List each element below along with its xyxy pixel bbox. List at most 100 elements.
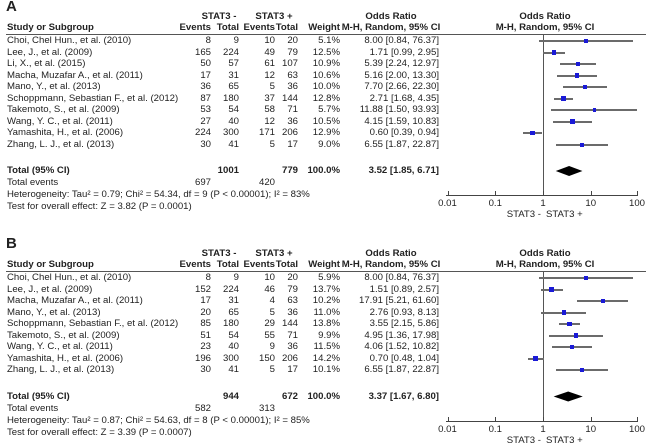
forest-panel-b: B STAT3 - STAT3 + Odds Ratio Odds Ratio Study… xyxy=(0,235,650,443)
header-or-method-plot: M-H, Random, 95% CI xyxy=(495,259,595,270)
x-axis-tick xyxy=(637,416,638,422)
events-1: 27 xyxy=(200,115,211,127)
events-1: 17 xyxy=(200,69,211,81)
total-events-2: 313 xyxy=(258,402,275,414)
no-effect-line xyxy=(543,34,544,195)
weight: 10.0% xyxy=(312,81,340,92)
favours-left-label: STAT3 - xyxy=(506,434,541,443)
odds-ratio-ci: 1.71 [0.99, 2.95] xyxy=(369,46,439,58)
odds-ratio-ci: 5.39 [2.24, 12.97] xyxy=(364,58,439,69)
x-tick-label: 0.1 xyxy=(488,423,502,435)
events-2: 58 xyxy=(264,104,275,115)
header-rule xyxy=(6,271,646,272)
total-1: 54 xyxy=(228,104,239,115)
total-n-1: 944 xyxy=(222,390,239,402)
events-2: 4 xyxy=(269,295,275,306)
events-1: 85 xyxy=(200,318,211,329)
events-1: 8 xyxy=(205,35,211,46)
x-axis-tick xyxy=(543,191,544,196)
x-axis-tick xyxy=(495,416,497,422)
header-group2: STAT3 + xyxy=(255,248,293,259)
total-2: 206 xyxy=(281,352,298,364)
x-tick-label: 100 xyxy=(628,423,645,435)
total-or-ci: 3.52 [1.85, 6.71] xyxy=(368,165,439,176)
weight: 10.9% xyxy=(312,58,340,69)
header-or-title: Odds Ratio xyxy=(365,11,417,22)
study-name: Choi, Chel Hun., et al. (2010) xyxy=(7,35,132,46)
total-2: 144 xyxy=(281,92,298,104)
x-tick-label: 0.1 xyxy=(488,198,502,209)
weight: 10.6% xyxy=(312,69,340,81)
total-2: 20 xyxy=(287,272,298,283)
x-axis-tick xyxy=(495,191,497,196)
total-2: 206 xyxy=(281,127,298,138)
weight: 10.1% xyxy=(312,364,340,375)
header-rule xyxy=(6,34,646,35)
total-n-2: 672 xyxy=(281,390,298,402)
study-name: Lee, J., et al. (2009) xyxy=(7,283,93,295)
point-estimate-square xyxy=(574,73,580,78)
header-or-title-plot: Odds Ratio xyxy=(519,248,571,259)
total-n-2: 779 xyxy=(281,165,298,176)
heterogeneity-text: Heterogeneity: Tau² = 0.79; Chi² = 54.34… xyxy=(7,189,310,200)
study-name: Macha, Muzafar A., et al. (2011) xyxy=(7,295,143,306)
study-name: Schoppmann, Sebastian F., et al. (2012) xyxy=(7,92,179,104)
weight: 10.5% xyxy=(312,115,340,127)
total-2: 71 xyxy=(287,104,298,115)
events-2: 171 xyxy=(258,127,275,138)
weight: 12.5% xyxy=(312,46,340,58)
study-name: Mano, Y., et al. (2013) xyxy=(7,81,101,92)
header-or-title: Odds Ratio xyxy=(365,248,417,259)
events-1: 224 xyxy=(194,127,211,138)
heterogeneity-text: Heterogeneity: Tau² = 0.87; Chi² = 54.63… xyxy=(7,414,310,426)
study-name: Zhang, L. J., et al. (2013) xyxy=(7,138,115,150)
events-2: 12 xyxy=(264,115,275,127)
events-2: 49 xyxy=(264,46,275,58)
point-estimate-square xyxy=(533,356,539,361)
events-1: 196 xyxy=(194,352,211,364)
odds-ratio-ci: 5.16 [2.00, 13.30] xyxy=(364,69,439,81)
favours-right-label: STAT3 + xyxy=(546,209,583,220)
events-1: 87 xyxy=(200,92,211,104)
total-1: 65 xyxy=(228,81,239,92)
study-name: Yamashita, H., et al. (2006) xyxy=(7,352,124,364)
total-events-label: Total events xyxy=(7,177,59,188)
x-tick-label: 1 xyxy=(540,198,546,209)
events-2: 10 xyxy=(264,272,275,283)
total-1: 180 xyxy=(222,318,239,329)
total-n-1: 1001 xyxy=(217,165,239,176)
odds-ratio-ci: 2.76 [0.93, 8.13] xyxy=(369,306,439,318)
point-estimate-square xyxy=(551,50,557,55)
events-2: 5 xyxy=(269,81,275,92)
point-estimate-square xyxy=(584,39,588,43)
events-1: 20 xyxy=(200,306,211,318)
odds-ratio-ci: 4.95 [1.36, 17.98] xyxy=(364,329,439,341)
header-total-2: Total xyxy=(275,259,298,270)
total-1: 57 xyxy=(228,58,239,69)
total-2: 71 xyxy=(287,329,298,341)
events-1: 30 xyxy=(200,364,211,375)
point-estimate-square xyxy=(574,333,579,338)
x-tick-label: 0.01 xyxy=(438,198,457,209)
odds-ratio-ci: 3.55 [2.15, 5.86] xyxy=(369,318,439,329)
events-1: 17 xyxy=(200,295,211,306)
total-1: 300 xyxy=(222,352,239,364)
total-1: 31 xyxy=(228,295,239,306)
total-1: 40 xyxy=(228,115,239,127)
overall-effect-text: Test for overall effect: Z = 3.39 (P = 0… xyxy=(7,426,192,438)
total-label: Total (95% CI) xyxy=(7,390,70,402)
x-axis-tick xyxy=(590,191,592,196)
total-2: 79 xyxy=(287,283,298,295)
header-study: Study or Subgroup xyxy=(7,259,94,270)
x-tick-label: 1 xyxy=(540,423,546,435)
study-name: Yamashita, H., et al. (2006) xyxy=(7,127,124,138)
point-estimate-square xyxy=(570,119,575,124)
header-group2: STAT3 + xyxy=(255,11,293,22)
x-tick-label: 10 xyxy=(585,198,597,209)
point-estimate-square xyxy=(579,367,585,373)
events-2: 150 xyxy=(258,352,275,364)
events-2: 5 xyxy=(269,306,275,318)
point-estimate-square xyxy=(600,298,605,304)
weight: 12.9% xyxy=(312,127,340,138)
header-study: Study or Subgroup xyxy=(7,22,94,33)
